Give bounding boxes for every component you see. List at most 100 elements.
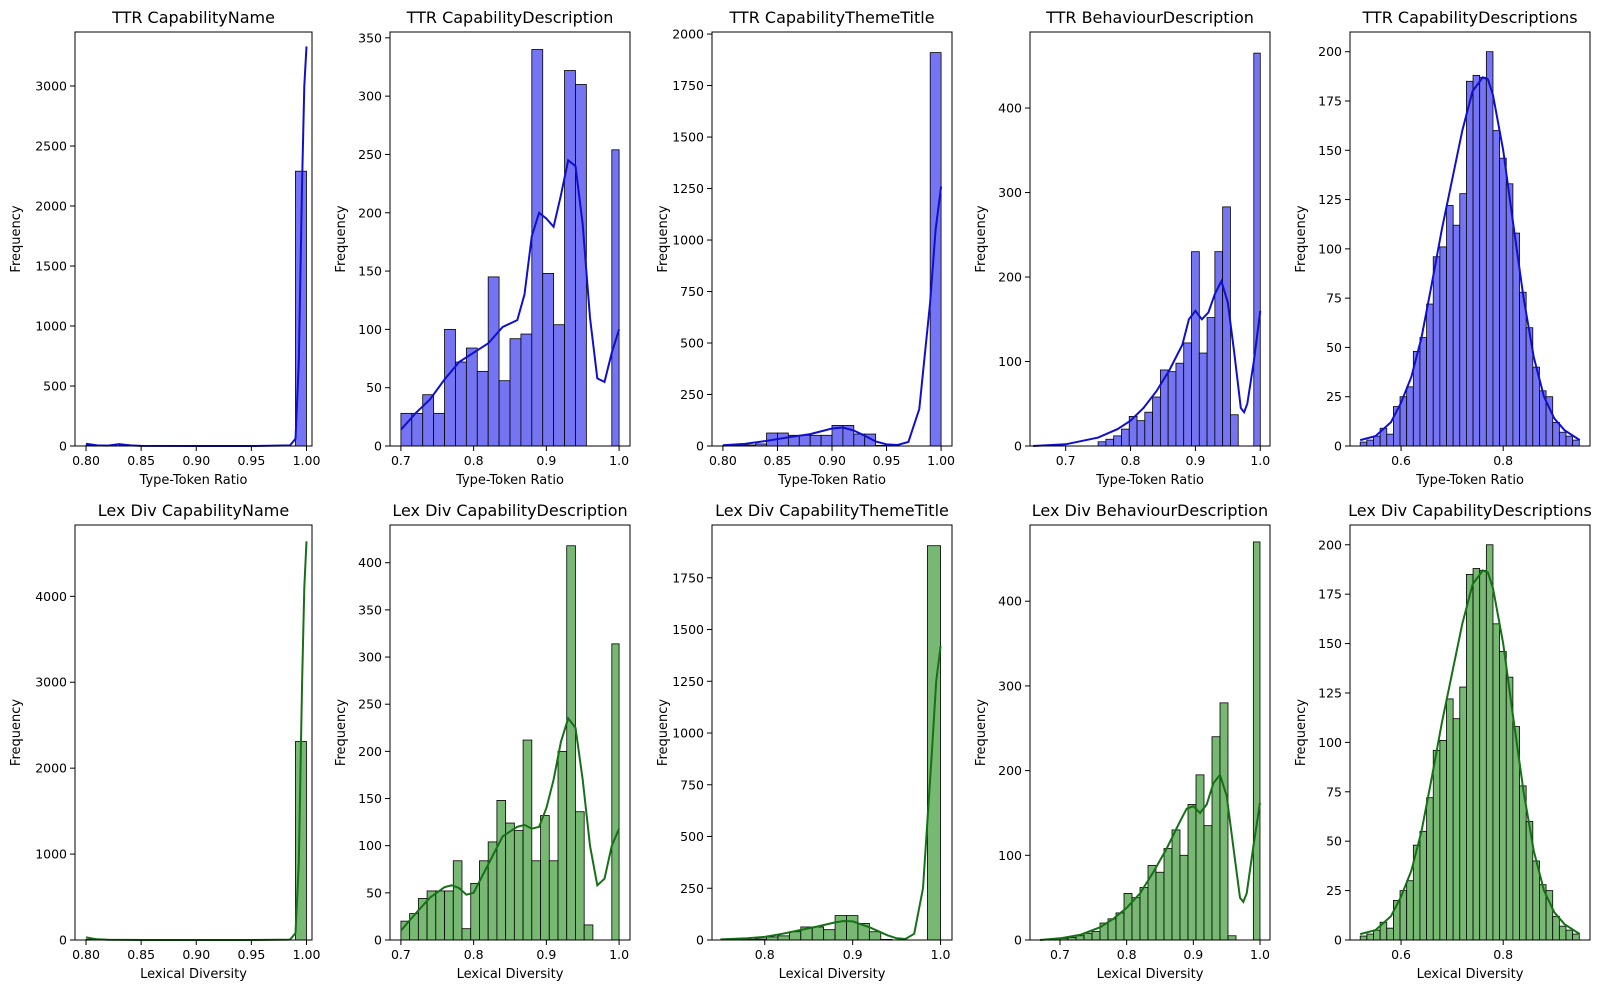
histogram-bar-19 [1253, 52, 1261, 447]
y-tick-label: 350 [358, 602, 382, 617]
x-axis-label: Lexical Diversity [140, 967, 247, 982]
y-tick-label: 2000 [35, 761, 67, 776]
chart-title: Lex Div CapabilityDescriptions [1348, 501, 1592, 520]
y-tick-label: 300 [358, 650, 382, 665]
histogram-bar-25 [1519, 291, 1527, 447]
kde-line [1039, 772, 1261, 941]
histogram-bar-12 [1147, 865, 1157, 941]
axes-frame [389, 31, 631, 447]
chart-title: Lex Div CapabilityDescription [392, 501, 627, 520]
histogram-bar-31 [1558, 925, 1567, 941]
histogram-bar-21 [1492, 130, 1501, 447]
histogram-bar-10 [1131, 897, 1141, 941]
y-tick-label: 4000 [35, 589, 67, 604]
y-tick-label: 100 [1318, 735, 1342, 750]
y-tick-label: 500 [680, 829, 704, 844]
histogram-bar-10 [1419, 337, 1427, 447]
y-tick-label: 250 [358, 697, 382, 712]
histogram-bar-5 [444, 328, 456, 447]
histogram-bar-10 [1419, 830, 1427, 941]
histogram-bar-11 [1426, 303, 1434, 447]
histogram-bar-12 [496, 800, 507, 941]
y-tick-label: 50 [1326, 834, 1342, 849]
y-tick-label: 2500 [35, 139, 67, 154]
y-tick-label: 175 [1318, 94, 1342, 109]
histogram-bar-6 [777, 935, 790, 941]
histogram-bar-22 [583, 924, 594, 941]
y-axis-label: Frequency [656, 699, 671, 766]
x-tick-label: 0.9 [1183, 947, 1203, 962]
x-tick-label: 0.90 [182, 453, 210, 468]
histogram-bar-12 [520, 333, 533, 447]
y-tick-label: 50 [1326, 340, 1342, 355]
chart-title: Lex Div CapabilityThemeTitle [715, 501, 949, 520]
y-tick-label: 0 [59, 933, 67, 948]
y-tick-label: 400 [358, 555, 382, 570]
histogram-bar-30 [1552, 915, 1560, 941]
histogram-bar-11 [1426, 797, 1434, 941]
y-tick-label: 200 [998, 763, 1022, 778]
y-tick-label: 200 [358, 744, 382, 759]
histogram-bar-8 [1115, 912, 1125, 941]
y-tick-label: 0 [1014, 439, 1022, 454]
histogram-bar-16 [1459, 193, 1467, 447]
kde-line [720, 645, 942, 941]
y-tick-label: 250 [680, 387, 704, 402]
y-tick-label: 100 [1318, 241, 1342, 256]
x-axis-label: Lexical Diversity [779, 967, 886, 982]
x-tick-label: 0.8 [1493, 947, 1513, 962]
y-tick-label: 2000 [672, 27, 704, 42]
histogram-bar-14 [513, 830, 524, 941]
histogram-bar-17 [1466, 574, 1474, 941]
y-tick-label: 1250 [672, 674, 704, 689]
y-axis-label: Frequency [1294, 205, 1309, 272]
histogram-bar-23 [1505, 676, 1514, 941]
histogram-bar-18 [1195, 774, 1205, 941]
x-tick-label: 0.9 [843, 947, 863, 962]
y-axis-label: Frequency [656, 205, 671, 272]
y-tick-label: 25 [1326, 389, 1342, 404]
chart-panel-9: 0.7 0.8 0.9 1.0 0 100 200 300 400 Lex Div Behavio… [974, 501, 1271, 982]
x-tick-label: 0.7 [1050, 947, 1070, 962]
histogram-bar-17 [1466, 80, 1474, 447]
histogram-bar-6 [444, 890, 454, 941]
x-tick-label: 0.95 [237, 453, 265, 468]
x-tick-label: 1.00 [293, 453, 321, 468]
y-tick-label: 1750 [672, 570, 704, 585]
histogram-bar-23 [1505, 183, 1514, 447]
x-tick-label: 0.7 [1056, 453, 1076, 468]
histogram-bar-4 [1083, 932, 1093, 941]
x-tick-label: 0.90 [818, 453, 846, 468]
histogram-bar-1 [1359, 441, 1368, 447]
histogram-bar-2 [411, 412, 424, 447]
y-tick-label: 75 [1326, 784, 1342, 799]
histogram-bar-10 [498, 380, 511, 447]
axes-frame [74, 31, 313, 447]
chart-title: TTR CapabilityName [111, 8, 275, 27]
y-tick-label: 0 [374, 933, 382, 948]
histogram-bar-33 [1572, 439, 1580, 447]
kde-line [85, 46, 308, 447]
y-tick-label: 0 [696, 439, 704, 454]
histogram-bar-15 [1206, 317, 1216, 447]
y-tick-label: 3000 [35, 79, 67, 94]
histogram-bar-18 [1472, 74, 1481, 447]
y-tick-label: 1500 [35, 259, 67, 274]
histogram-bar-3 [1113, 435, 1122, 447]
y-tick-label: 1000 [672, 726, 704, 741]
x-tick-label: 0.8 [1121, 453, 1141, 468]
y-tick-label: 100 [998, 848, 1022, 863]
histogram-bar-14 [1163, 848, 1173, 941]
histogram-bar-16 [926, 545, 941, 941]
histogram-bar-18 [1230, 414, 1239, 447]
histogram-bar-20 [1485, 544, 1494, 941]
y-tick-label: 0 [1014, 933, 1022, 948]
y-tick-label: 50 [366, 885, 382, 900]
histogram-bar-19 [557, 750, 568, 941]
x-tick-label: 0.9 [536, 453, 556, 468]
histogram-bar-17 [575, 84, 587, 447]
x-tick-label: 0.7 [391, 453, 411, 468]
chart-panel-5: 0.6 0.8 0 25 50 75 100 125 150 175 200 TTR Capabili… [1294, 8, 1591, 488]
histogram-bar-30 [1552, 421, 1560, 447]
